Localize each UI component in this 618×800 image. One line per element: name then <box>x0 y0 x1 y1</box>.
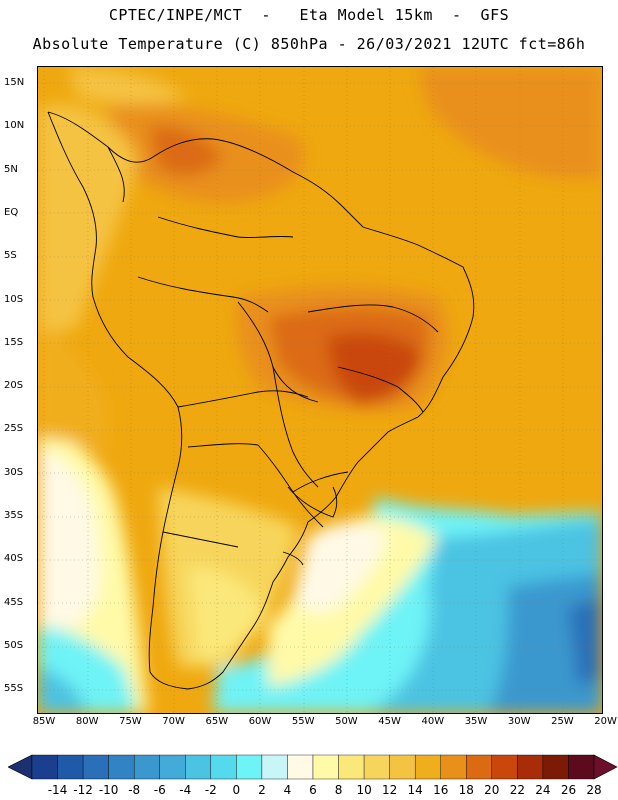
colorbar-label: -6 <box>153 783 166 797</box>
colorbar-label: -4 <box>179 783 192 797</box>
lat-label: 20S <box>4 380 24 392</box>
colorbar-swatch <box>185 754 212 780</box>
lat-label: 35S <box>4 510 24 521</box>
lat-label: 15S <box>4 336 24 348</box>
colorbar-label: 20 <box>484 783 500 797</box>
colorbar <box>8 754 618 780</box>
colorbar-label: 22 <box>509 783 525 797</box>
lat-label: 40S <box>4 553 24 565</box>
temperature-field <box>38 67 602 713</box>
colorbar-label: 18 <box>458 783 474 797</box>
colorbar-swatch <box>133 754 160 780</box>
colorbar-label: 2 <box>258 783 266 797</box>
colorbar-swatch <box>542 754 569 780</box>
colorbar-swatch <box>414 754 441 780</box>
colorbar-label: 24 <box>535 783 551 797</box>
lat-label: 5N <box>4 163 18 175</box>
colorbar-swatch <box>236 754 263 780</box>
lon-label: 25W <box>551 716 574 727</box>
lon-label: 80W <box>75 716 99 727</box>
lon-label: 55W <box>291 716 315 727</box>
lat-label: 5S <box>4 250 17 262</box>
colorbar-over-arrow <box>593 754 618 780</box>
lon-label: 20W <box>594 716 617 727</box>
colorbar-label: -2 <box>204 783 217 797</box>
lat-label: 50S <box>4 639 24 651</box>
colorbar-swatch <box>31 754 58 780</box>
chart-title-line1: CPTEC/INPE/MCT - Eta Model 15km - GFS <box>108 6 510 24</box>
colorbar-swatch <box>108 754 135 780</box>
colorbar-swatch <box>440 754 467 780</box>
lat-label: 25S <box>4 423 24 435</box>
map-canvas <box>38 67 602 713</box>
colorbar-swatch <box>57 754 84 780</box>
lon-label: 70W <box>162 716 185 727</box>
colorbar-label: 8 <box>334 783 343 797</box>
lon-label: 45W <box>378 716 401 727</box>
lon-label: 50W <box>335 716 358 727</box>
colorbar-label: -10 <box>98 783 119 797</box>
colorbar-swatch <box>210 754 237 780</box>
colorbar-swatch <box>159 754 186 780</box>
lon-label: 85W <box>32 716 56 727</box>
colorbar-label: 28 <box>586 783 602 797</box>
colorbar-label: -14 <box>47 783 68 797</box>
lon-label: 30W <box>507 716 531 727</box>
coastlines <box>47 111 475 690</box>
lon-label: 60W <box>248 716 272 727</box>
colorbar-label: 26 <box>560 783 577 797</box>
chart-title-line2: Absolute Temperature (C) 850hPa - 26/03/… <box>32 35 586 53</box>
colorbar-swatch <box>338 754 365 780</box>
lon-label: 65W <box>205 716 229 727</box>
colorbar-label: 6 <box>309 783 317 797</box>
colorbar-swatch <box>82 754 109 780</box>
colorbar-swatch <box>363 754 390 780</box>
lon-label: 35W <box>464 716 488 727</box>
colorbar-swatch <box>312 754 339 780</box>
lat-label: 10S <box>4 293 24 305</box>
colorbar-swatch <box>517 754 544 780</box>
colorbar-label: 14 <box>407 783 423 797</box>
colorbar-label: 16 <box>433 783 449 797</box>
colorbar-swatch <box>287 754 314 780</box>
lat-label: 55S <box>4 683 24 695</box>
lat-label: 45S <box>4 596 24 608</box>
lon-label: 40W <box>421 716 445 727</box>
colorbar-label: 0 <box>232 783 241 797</box>
colorbar-under-arrow <box>8 754 33 780</box>
colorbar-label: -8 <box>128 783 141 797</box>
colorbar-swatch <box>261 754 288 780</box>
colorbar-label: -12 <box>73 783 93 797</box>
lon-label: 75W <box>119 716 142 727</box>
lat-label: 30S <box>4 466 24 478</box>
lat-label: EQ <box>4 206 19 218</box>
colorbar-label: 10 <box>356 783 372 797</box>
colorbar-swatch <box>568 754 595 780</box>
temperature-map <box>37 66 603 714</box>
colorbar-label: 4 <box>283 783 292 797</box>
colorbar-swatch <box>466 754 493 780</box>
lat-label: 10N <box>4 120 25 132</box>
lat-label: 15N <box>4 77 25 88</box>
colorbar-swatch <box>491 754 518 780</box>
colorbar-swatch <box>389 754 416 780</box>
colorbar-label: 12 <box>381 783 398 797</box>
